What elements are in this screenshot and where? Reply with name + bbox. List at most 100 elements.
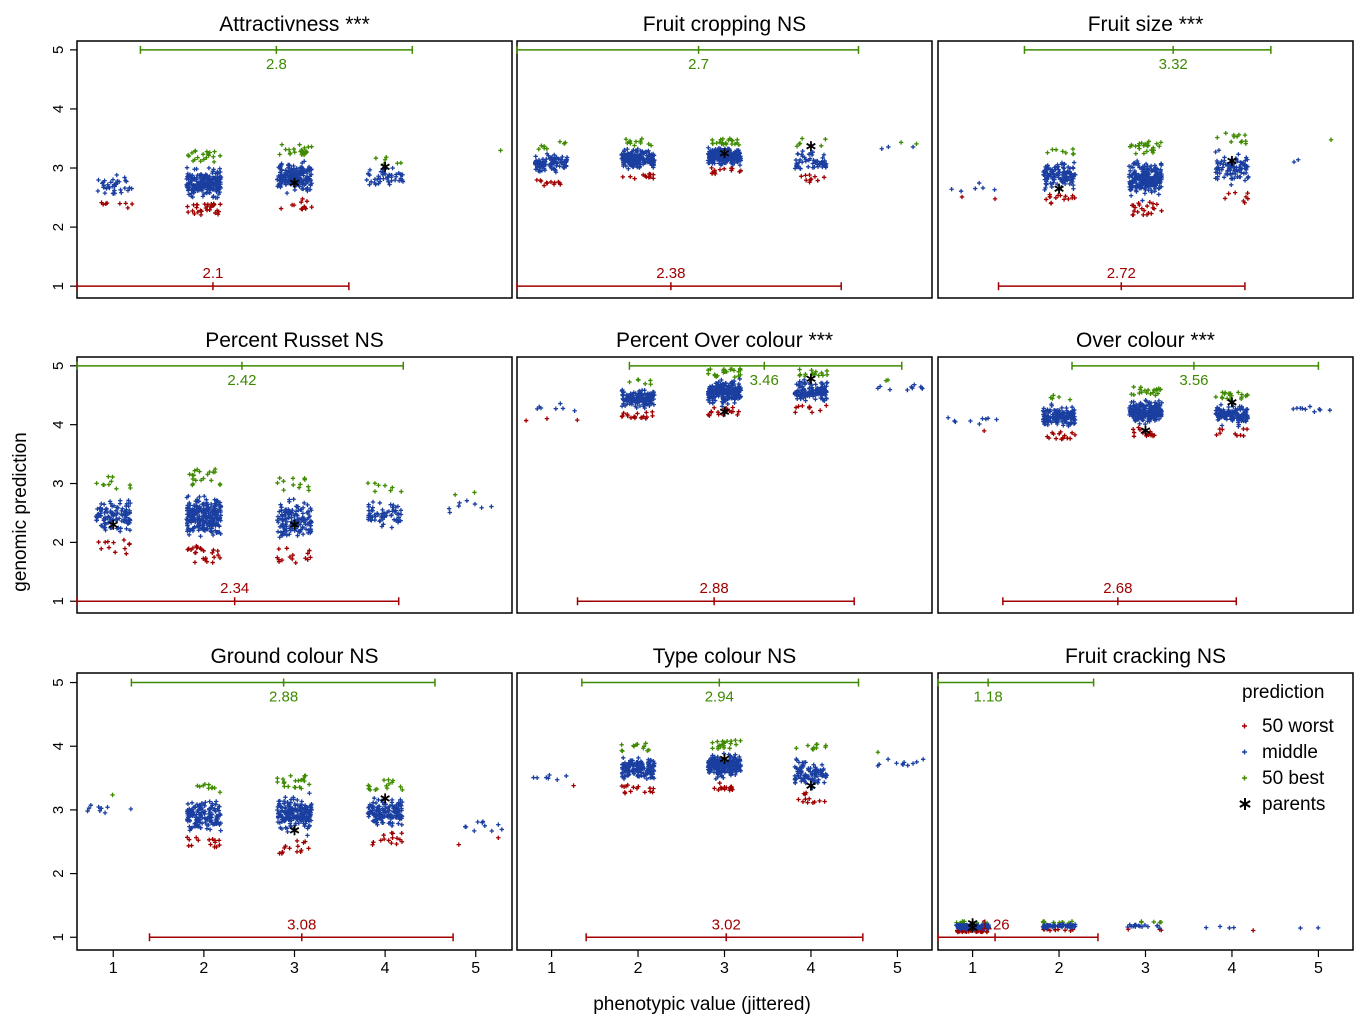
data-point bbox=[217, 153, 223, 159]
data-point bbox=[202, 201, 207, 207]
data-point bbox=[299, 200, 304, 205]
data-point bbox=[794, 382, 799, 387]
data-point bbox=[102, 810, 108, 816]
data-point bbox=[1126, 164, 1132, 169]
data-point bbox=[96, 177, 101, 183]
data-point bbox=[287, 532, 292, 537]
data-point bbox=[386, 777, 391, 782]
data-point bbox=[217, 516, 222, 522]
data-point bbox=[1133, 173, 1139, 178]
data-point bbox=[809, 152, 815, 158]
panel-title: Percent Russet NS bbox=[205, 329, 384, 352]
data-point bbox=[634, 395, 639, 400]
data-point bbox=[1303, 407, 1308, 412]
panel-title: Ground colour NS bbox=[210, 645, 378, 668]
data-point bbox=[127, 482, 133, 488]
data-point bbox=[305, 557, 310, 562]
data-point bbox=[538, 405, 544, 411]
data-point bbox=[639, 136, 645, 141]
data-point bbox=[395, 520, 401, 525]
data-point bbox=[125, 521, 131, 526]
data-point bbox=[217, 500, 223, 505]
data-point bbox=[197, 494, 202, 500]
data-point bbox=[108, 180, 114, 185]
data-point bbox=[712, 171, 718, 177]
data-point bbox=[472, 490, 477, 495]
data-point bbox=[629, 400, 634, 405]
data-point bbox=[822, 780, 827, 785]
data-point bbox=[115, 510, 120, 516]
worst-range: 2.88 bbox=[576, 580, 855, 606]
data-point bbox=[823, 136, 828, 142]
data-point bbox=[803, 372, 808, 377]
data-point bbox=[556, 179, 561, 185]
data-point bbox=[706, 412, 711, 417]
data-point bbox=[723, 142, 729, 147]
data-point bbox=[1156, 192, 1161, 197]
data-point bbox=[735, 137, 740, 142]
data-point bbox=[1060, 436, 1065, 441]
data-point bbox=[887, 387, 893, 392]
data-point bbox=[206, 165, 212, 171]
parent-marker bbox=[806, 141, 816, 152]
data-point bbox=[1131, 161, 1136, 166]
data-point bbox=[218, 513, 223, 518]
data-point bbox=[472, 828, 477, 834]
data-point bbox=[712, 786, 717, 791]
data-point bbox=[308, 167, 313, 172]
panel: Fruit cropping NS2.72.38 bbox=[516, 13, 933, 299]
data-point bbox=[727, 136, 733, 141]
data-point bbox=[1151, 206, 1157, 211]
data-point bbox=[282, 784, 287, 789]
data-point bbox=[388, 488, 393, 493]
data-point bbox=[650, 409, 655, 415]
data-point bbox=[717, 780, 722, 786]
data-point bbox=[720, 140, 725, 145]
data-point bbox=[102, 190, 108, 196]
data-point bbox=[722, 390, 727, 395]
data-point bbox=[207, 207, 212, 213]
data-point bbox=[885, 377, 891, 383]
data-point bbox=[557, 139, 563, 144]
data-point bbox=[1062, 169, 1067, 174]
data-point bbox=[399, 172, 404, 178]
data-point bbox=[104, 186, 109, 191]
data-point bbox=[645, 395, 650, 401]
data-point bbox=[1242, 132, 1248, 138]
data-point bbox=[305, 502, 310, 508]
data-point bbox=[194, 166, 199, 172]
data-point bbox=[218, 202, 223, 207]
data-point bbox=[1231, 164, 1236, 170]
data-point bbox=[810, 149, 815, 155]
data-point bbox=[1159, 208, 1164, 214]
data-point bbox=[499, 827, 504, 832]
x-tick-label: 1 bbox=[547, 960, 556, 977]
data-point bbox=[1158, 161, 1164, 167]
data-point bbox=[287, 511, 292, 516]
data-point bbox=[894, 761, 899, 766]
data-point bbox=[627, 138, 633, 144]
y-tick-label: 4 bbox=[50, 742, 67, 750]
data-point bbox=[185, 153, 191, 158]
best-range: 2.7 bbox=[516, 45, 860, 73]
data-point bbox=[711, 149, 716, 154]
data-point bbox=[307, 548, 312, 553]
data-point bbox=[722, 398, 727, 404]
data-point bbox=[630, 160, 635, 165]
data-point bbox=[366, 504, 371, 510]
data-point bbox=[533, 154, 538, 159]
data-point bbox=[105, 182, 110, 187]
data-point bbox=[1317, 407, 1323, 413]
data-point bbox=[396, 511, 401, 516]
points bbox=[93, 466, 494, 566]
data-point bbox=[554, 163, 559, 169]
data-point bbox=[949, 187, 954, 192]
data-point bbox=[303, 522, 308, 527]
x-tick-label: 5 bbox=[471, 960, 480, 977]
data-point bbox=[1227, 168, 1233, 173]
data-point bbox=[375, 177, 380, 182]
data-point bbox=[293, 778, 298, 784]
data-point bbox=[127, 528, 133, 533]
data-point bbox=[390, 835, 395, 841]
panel: Type colour NS1 2 3 4 52.943.02 bbox=[516, 645, 933, 977]
